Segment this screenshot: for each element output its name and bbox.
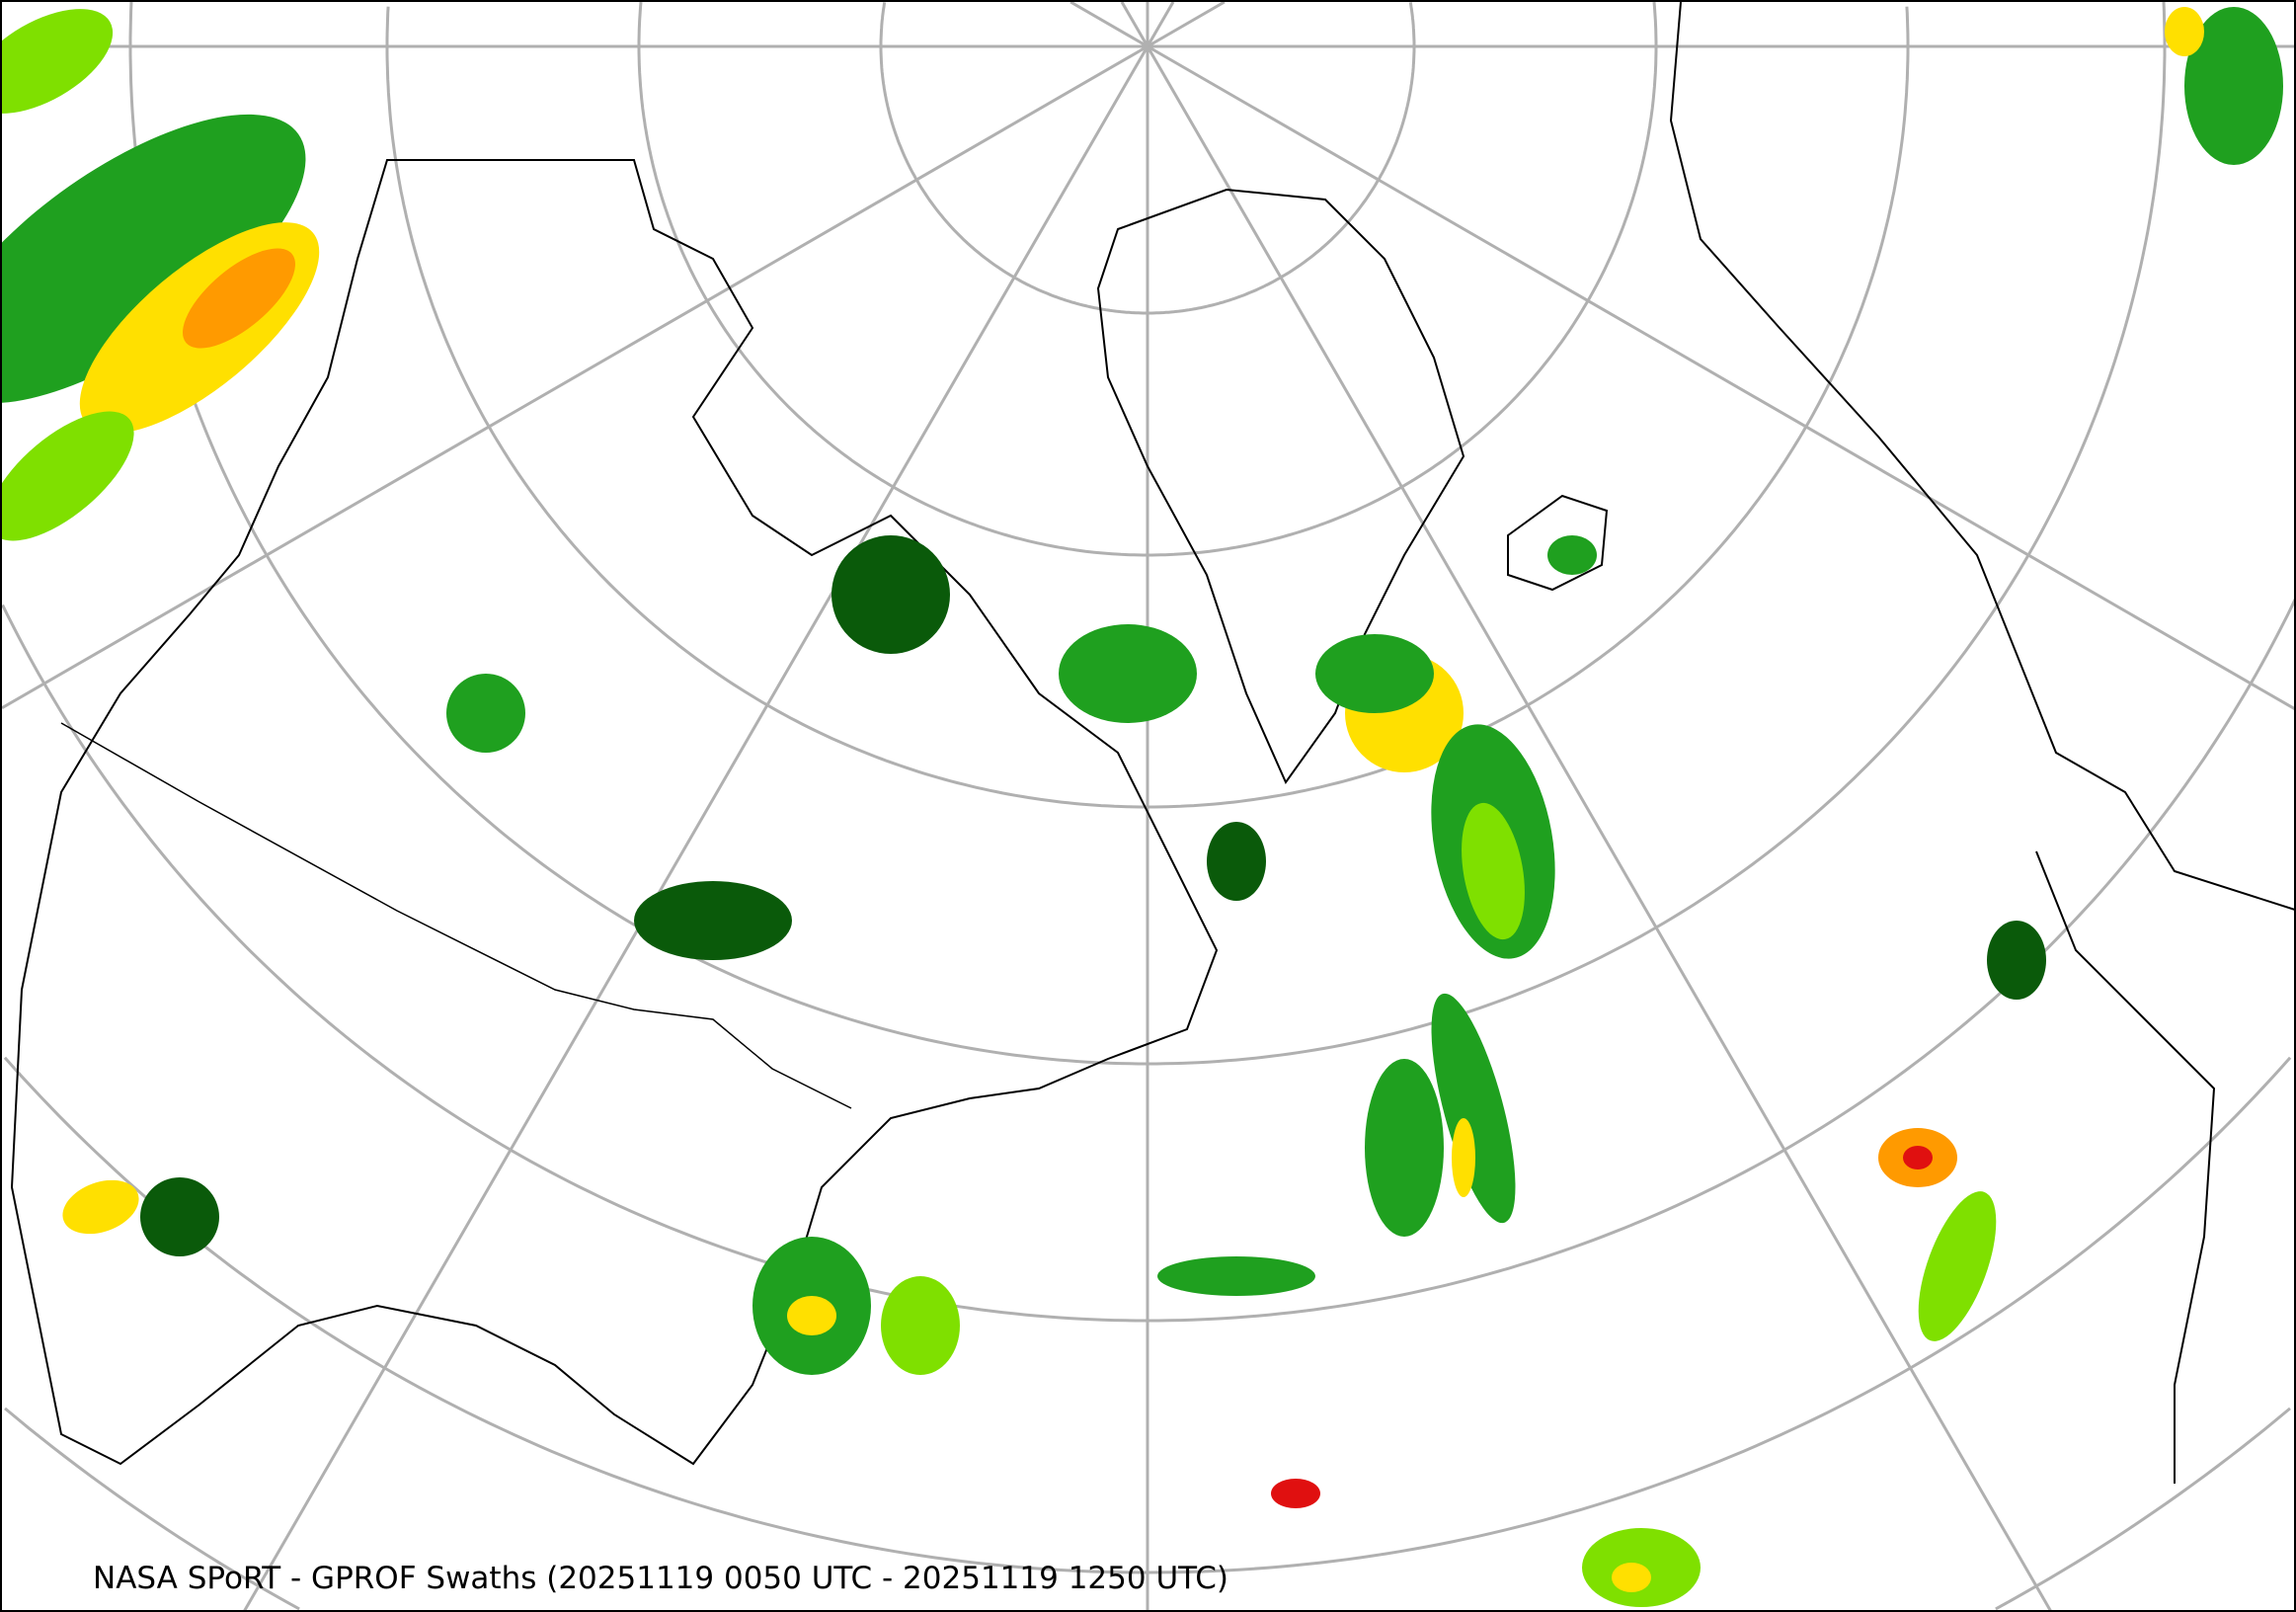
meridian-line xyxy=(1069,2,1148,48)
precipitation-area xyxy=(2,9,114,114)
africa-coastline xyxy=(2035,850,2216,1484)
meridian-line xyxy=(1147,44,2294,711)
precipitation-area xyxy=(62,1179,139,1235)
latitude-circle xyxy=(1995,1407,2291,1610)
precipitation-area xyxy=(1462,802,1525,940)
precipitation-area xyxy=(1315,634,1434,713)
precipitation-area xyxy=(881,1276,960,1375)
latitude-circle xyxy=(385,6,1910,809)
map-caption: NASA SPoRT - GPROF Swaths (20251119 0050… xyxy=(93,1561,1228,1596)
precipitation-area xyxy=(1547,535,1597,575)
us-canada-border xyxy=(60,722,852,1109)
latitude-circle xyxy=(4,1407,300,1610)
precipitation-area xyxy=(2165,7,2204,56)
precipitation-area xyxy=(1431,993,1516,1224)
precipitation-area xyxy=(1918,1191,1997,1341)
precipitation-area xyxy=(1365,1059,1444,1237)
precipitation-area xyxy=(140,1177,219,1256)
latitude-circle xyxy=(1905,6,1910,46)
precipitation-area xyxy=(787,1296,836,1335)
precipitation-area xyxy=(2184,7,2283,165)
precipitation-area xyxy=(2,114,306,404)
latitude-circle xyxy=(1652,2,1658,46)
precipitation-area xyxy=(1059,624,1197,723)
meridian-line xyxy=(1146,2,1175,47)
meridian-line xyxy=(1147,2,1226,48)
meridian-line xyxy=(2,44,1148,709)
meridian-line xyxy=(1120,2,1149,47)
precipitation-area xyxy=(831,535,950,654)
meridian-line xyxy=(1146,45,2052,1610)
precipitation-area xyxy=(1271,1479,1320,1508)
latitude-circle xyxy=(2162,2,2167,46)
precipitation-area xyxy=(1987,921,2046,1000)
latitude-circle xyxy=(637,2,1658,557)
latitude-circle xyxy=(879,2,1416,315)
precipitation-area xyxy=(634,881,792,960)
precipitation-area xyxy=(1452,1118,1475,1197)
meridian-line xyxy=(243,45,1149,1610)
precipitation-area xyxy=(183,248,295,349)
precipitation-area xyxy=(1903,1146,1933,1169)
north-america-coastline xyxy=(10,159,1219,1466)
precipitation-area xyxy=(1612,1563,1651,1592)
precipitation-area xyxy=(1207,822,1266,901)
iceland-coastline xyxy=(1507,494,1609,592)
latitude-circle xyxy=(1408,2,1416,46)
precipitation-area xyxy=(1157,1256,1315,1296)
precipitation-area xyxy=(446,674,525,753)
europe-coastline xyxy=(1669,2,2294,911)
latitude-circle xyxy=(128,2,2167,1066)
precipitation-area xyxy=(2,411,134,541)
